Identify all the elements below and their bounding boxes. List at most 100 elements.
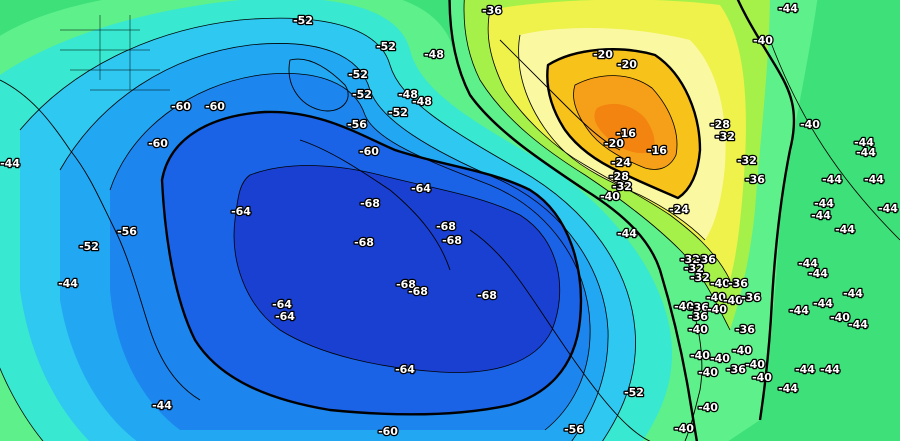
contour-label: -40 [674, 300, 694, 313]
contour-label: -56 [564, 423, 584, 436]
contour-label: -44 [878, 202, 898, 215]
contour-label: -64 [395, 363, 415, 376]
contour-label: -40 [600, 190, 620, 203]
contour-label: -36 [689, 301, 709, 314]
contour-label: -40 [753, 34, 773, 47]
contour-label: -44 [798, 257, 818, 270]
coastline-north-america [0, 79, 201, 401]
contour-label: -48 [412, 95, 432, 108]
cold-region [0, 0, 729, 441]
contour-label: -44 [617, 227, 637, 240]
coastline-siberia [469, 229, 651, 441]
contour-line [769, 39, 900, 241]
contour-label: -44 [795, 363, 815, 376]
contour-label: -44 [822, 173, 842, 186]
contour-line [233, 165, 561, 373]
contour-label: -44 [778, 2, 798, 15]
contour-line [463, 0, 731, 331]
contour-label: -36 [726, 363, 746, 376]
contour-label: -32 [690, 271, 710, 284]
contour-label: -44 [820, 363, 840, 376]
contour-label: -68 [360, 197, 380, 210]
geography-outlines [0, 15, 703, 441]
contour-label: -60 [148, 137, 168, 150]
contour-label: -36 [745, 173, 765, 186]
contour-label: -40 [674, 422, 694, 435]
contour-label: -52 [624, 386, 644, 399]
contour-label: -68 [408, 285, 428, 298]
contour-label: -44 [811, 209, 831, 222]
contour-label: -36 [735, 323, 755, 336]
contour-label: -60 [205, 100, 225, 113]
warm-outer-contour [448, 0, 699, 441]
warm-east-contour [736, 0, 796, 421]
cold-core-contour [160, 110, 583, 416]
contour-label: -44 [864, 173, 884, 186]
contour-line [109, 73, 591, 431]
contour-label: -44 [814, 197, 834, 210]
contour-label: -40 [698, 401, 718, 414]
contour-label: -40 [707, 303, 727, 316]
contour-label: -64 [231, 205, 251, 218]
contour-label: -32 [680, 253, 700, 266]
contour-label: -60 [378, 425, 398, 438]
contour-label: -44 [0, 157, 20, 170]
contour-label: -44 [778, 382, 798, 395]
contour-label: -44 [789, 304, 809, 317]
cold-band-deep-blue [234, 165, 560, 373]
contour-label: -40 [710, 352, 730, 365]
contour-label: -36 [728, 277, 748, 290]
contour-label: -44 [152, 399, 172, 412]
contour-label: -40 [745, 358, 765, 371]
contour-label: -64 [411, 182, 431, 195]
contour-label: -60 [359, 145, 379, 158]
contour-label: -24 [669, 203, 689, 216]
contour-label: -32 [737, 154, 757, 167]
contour-label: -40 [688, 323, 708, 336]
bold-contours [160, 0, 796, 441]
coastline-arctic-islands [288, 58, 349, 112]
contour-label: -52 [352, 88, 372, 101]
contour-label: -40 [710, 277, 730, 290]
coastline-greenland [299, 139, 451, 271]
contour-label: -40 [706, 291, 726, 304]
contour-label: -68 [354, 236, 374, 249]
contour-label: -36 [482, 4, 502, 17]
contour-label: -44 [58, 277, 78, 290]
contour-label: -44 [854, 136, 874, 149]
contour-label: -64 [275, 310, 295, 323]
contour-label: -32 [612, 180, 632, 193]
contour-label: -52 [79, 240, 99, 253]
contour-label: -44 [848, 318, 868, 331]
contour-label: -64 [272, 298, 292, 311]
contour-label: -36 [741, 291, 761, 304]
contour-label: -52 [293, 14, 313, 27]
contour-line [487, 9, 731, 281]
contour-label: -28 [710, 118, 730, 131]
contour-label: -44 [856, 146, 876, 159]
coastline-asia-east [684, 299, 703, 441]
contour-label: -28 [609, 170, 629, 183]
warm-region [450, 0, 818, 441]
contour-label: -20 [604, 137, 624, 150]
contour-label: -68 [436, 220, 456, 233]
contour-label: -44 [813, 297, 833, 310]
contour-label: -48 [424, 48, 444, 61]
contour-label: -40 [800, 118, 820, 131]
contour-label: -32 [684, 262, 704, 275]
contour-label: -68 [442, 234, 462, 247]
contour-line [0, 367, 44, 441]
coastline-europe [499, 39, 621, 151]
contour-label: -20 [617, 58, 637, 71]
contour-label: -48 [398, 88, 418, 101]
contour-label: -56 [117, 225, 137, 238]
contour-label: -44 [835, 223, 855, 236]
contour-label: -40 [752, 371, 772, 384]
contour-label: -68 [396, 278, 416, 291]
contour-label: -52 [376, 40, 396, 53]
contour-label: -40 [732, 344, 752, 357]
contour-label: -56 [347, 118, 367, 131]
